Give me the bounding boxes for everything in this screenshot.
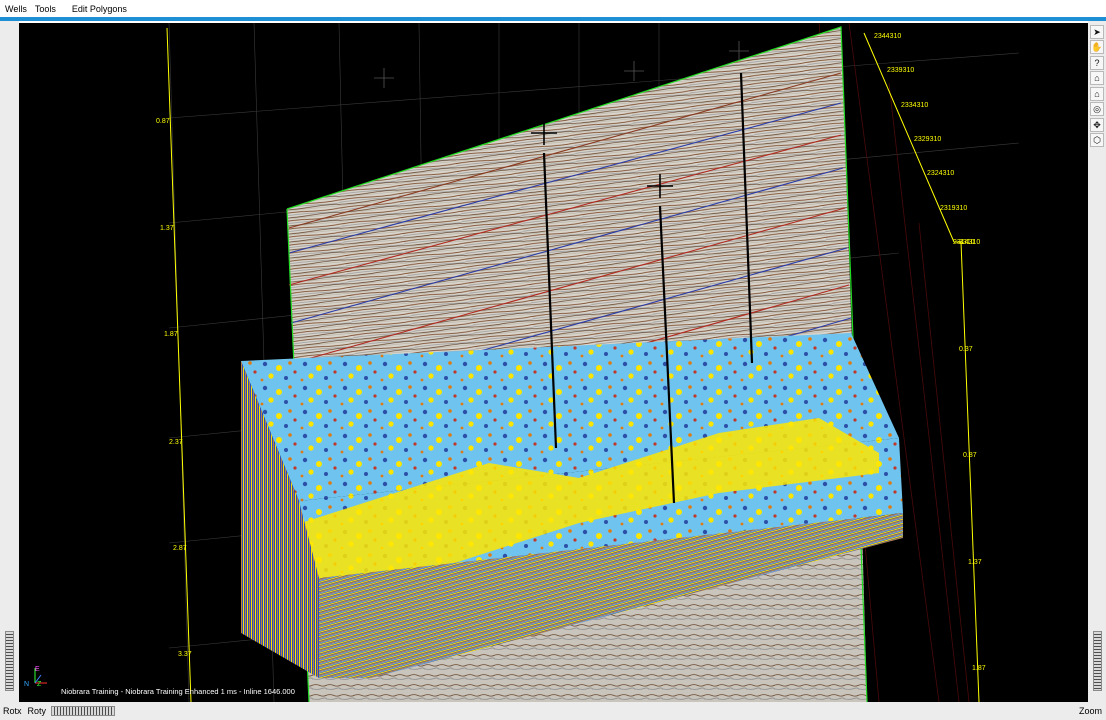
right-tick-0: 0.37 [959,346,973,353]
rotx-label: Rotx [3,706,22,716]
select-tool-button[interactable]: ➤ [1090,25,1104,39]
right-tick-1: 0.87 [963,452,977,459]
attribute-box-front [319,513,903,678]
zoom-label: Zoom [1078,706,1102,716]
left-tick-0: 0.87 [156,118,170,125]
left-tick-1: 1.37 [160,225,174,232]
left-tick-4: 2.87 [173,545,187,552]
seismic-scene: 0.87 1.37 1.87 2.37 2.87 3.37 2344310 23… [24,23,1020,702]
seek-tool-button[interactable]: ✥ [1090,118,1104,132]
set-home-tool-button[interactable]: ⌂ [1090,87,1104,101]
perspective-icon: ⬡ [1093,134,1101,145]
menu-edit-polygons[interactable]: Edit Polygons [71,3,127,14]
help-tool-button[interactable]: ? [1090,56,1104,70]
right-tick-2: 1.37 [968,559,982,566]
perspective-tool-button[interactable]: ⬡ [1090,133,1104,147]
yellow-horizon-band [301,418,879,608]
grid-crosshairs [374,41,749,88]
coord-tick-6: 2314310 [953,239,980,246]
menu-tools[interactable]: Tools [34,3,56,14]
axis-z-label: Z [37,681,42,688]
right-time-axis: 0.37 0.87 1.37 1.87 [959,346,986,672]
coord-tick-0: 2344310 [874,33,901,40]
question-icon: ? [1094,58,1100,68]
viewer-toolbar: ➤ ✋ ? ⌂ ⌂ ◎ ✥ ⬡ [1088,21,1106,702]
left-panel-strip [0,21,19,702]
attribute-slice-top [241,333,899,501]
coord-tick-3: 2329310 [914,136,941,143]
view-all-tool-button[interactable]: ◎ [1090,102,1104,116]
coord-tick-overlap: 3310 [959,239,975,246]
coord-tick-5: 2319310 [940,205,967,212]
left-tick-3: 2.37 [169,439,183,446]
left-tick-5: 3.37 [178,651,192,658]
menu-bar: Wells Tools Edit Polygons [0,0,1106,17]
home-icon: ⌂ [1094,73,1100,83]
pan-tool-button[interactable]: ✋ [1090,40,1104,54]
3d-seismic-viewport[interactable]: 0.87 1.37 1.87 2.37 2.87 3.37 2344310 23… [19,23,1088,702]
coord-tick-2: 2334310 [901,102,928,109]
attribute-box-side [241,361,319,678]
status-bar: Rotx Roty Zoom [0,702,1106,720]
view-all-icon: ◎ [1093,103,1101,114]
menu-wells[interactable]: Wells [5,3,27,14]
home-tool-button[interactable]: ⌂ [1090,71,1104,85]
zoom-thumbwheel[interactable] [1093,631,1102,691]
well-markers [531,121,673,198]
hand-icon: ✋ [1091,41,1103,52]
axis-e-label: E [35,666,40,673]
left-time-axis: 0.87 1.37 1.87 2.37 2.87 3.37 [156,118,192,658]
yellow-bounding-lines [166,27,980,702]
title-accent-bar [0,17,1106,21]
set-home-icon: ⌂ [1094,89,1100,99]
arrow-pointer-icon: ➤ [1093,26,1101,37]
seek-icon: ✥ [1093,119,1101,130]
axis-n-label: N [24,681,29,688]
right-tick-3: 1.87 [972,665,986,672]
viewer-caption: Niobrara Training - Niobrara Training En… [61,687,295,696]
coord-tick-4: 2324310 [927,170,954,177]
rotx-thumbwheel[interactable] [5,631,14,691]
roty-thumbwheel[interactable] [51,706,116,716]
orientation-triad-icon: E N Z [24,666,47,688]
coord-tick-1: 2339310 [887,67,914,74]
roty-label: Roty [27,706,47,716]
coordinate-axis: 2344310 2339310 2334310 2329310 2324310 … [874,33,980,246]
well-paths [542,72,754,504]
left-tick-2: 1.87 [164,331,178,338]
